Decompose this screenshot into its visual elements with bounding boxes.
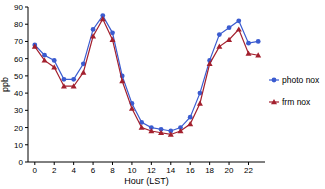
y-tick: [25, 7, 28, 8]
legend-marker: [272, 78, 277, 83]
data-point: [187, 121, 193, 126]
data-point: [90, 33, 96, 38]
y-tick: [25, 93, 28, 94]
y-tick: [25, 162, 28, 163]
x-tick: [151, 162, 152, 165]
data-point: [148, 128, 154, 133]
y-tick-label: 70: [14, 37, 23, 46]
y-tick-label: 40: [14, 89, 23, 98]
x-tick-label: 20: [225, 166, 234, 175]
x-tick: [190, 162, 191, 165]
x-tick-label: 14: [166, 166, 175, 175]
y-tick-label: 30: [14, 106, 23, 115]
data-point: [217, 32, 222, 37]
x-tick: [229, 162, 230, 165]
data-point: [61, 83, 67, 88]
x-tick-label: 12: [147, 166, 156, 175]
y-tick-label: 50: [14, 72, 23, 81]
data-point: [207, 61, 213, 66]
data-point: [236, 18, 241, 23]
x-tick-label: 0: [33, 166, 38, 175]
x-tick: [131, 162, 132, 165]
data-point: [91, 27, 96, 32]
data-point: [188, 115, 193, 120]
data-point: [129, 106, 135, 111]
legend-label: photo nox: [282, 75, 320, 85]
data-point: [246, 41, 251, 46]
series-line: [35, 19, 258, 134]
y-tick-label: 90: [14, 3, 23, 12]
x-tick-label: 2: [52, 166, 57, 175]
y-tick: [25, 24, 28, 25]
data-point: [139, 125, 145, 130]
x-tick-label: 22: [244, 166, 253, 175]
x-tick: [209, 162, 210, 165]
series-line: [35, 16, 258, 131]
data-point: [226, 37, 232, 42]
y-tick-label: 80: [14, 20, 23, 29]
data-point: [52, 58, 57, 63]
y-tick: [25, 110, 28, 111]
data-point: [110, 37, 116, 42]
y-tick: [25, 75, 28, 76]
y-tick: [25, 144, 28, 145]
y-axis-label: ppb: [0, 77, 10, 92]
x-tick: [248, 162, 249, 165]
data-point: [80, 69, 86, 74]
x-tick-label: 8: [110, 166, 115, 175]
y-tick-label: 20: [14, 124, 23, 133]
x-tick-label: 10: [127, 166, 136, 175]
data-point: [62, 77, 67, 82]
x-tick: [170, 162, 171, 165]
x-tick-label: 4: [71, 166, 76, 175]
y-axis: [28, 7, 29, 162]
data-point: [256, 39, 261, 44]
x-tick: [112, 162, 113, 165]
data-point: [42, 57, 48, 62]
x-tick: [93, 162, 94, 165]
data-point: [51, 64, 57, 69]
x-tick: [73, 162, 74, 165]
legend-marker: [271, 99, 277, 104]
data-point: [227, 25, 232, 30]
data-point: [71, 83, 77, 88]
plot-area: [32, 13, 261, 136]
data-point: [71, 77, 76, 82]
x-tick: [34, 162, 35, 165]
data-point: [177, 128, 183, 133]
x-tick-label: 16: [186, 166, 195, 175]
data-point: [197, 100, 203, 105]
x-tick-label: 6: [91, 166, 96, 175]
data-point: [42, 53, 47, 58]
data-point: [100, 16, 106, 21]
y-tick-label: 60: [14, 55, 23, 64]
data-point: [119, 78, 125, 83]
y-tick: [25, 41, 28, 42]
data-point: [245, 51, 251, 56]
y-tick-label: 0: [19, 158, 24, 167]
y-tick: [25, 127, 28, 128]
legend-label: frm nox: [282, 97, 311, 107]
y-tick: [25, 58, 28, 59]
data-point: [168, 131, 174, 136]
data-point: [255, 52, 261, 57]
x-axis-label: Hour (LST): [124, 176, 169, 186]
data-point: [216, 44, 222, 49]
x-tick-label: 18: [205, 166, 214, 175]
x-tick: [54, 162, 55, 165]
data-point: [32, 44, 38, 49]
data-point: [236, 26, 242, 31]
data-point: [110, 30, 115, 35]
y-tick-label: 10: [14, 141, 23, 150]
data-point: [158, 130, 164, 135]
